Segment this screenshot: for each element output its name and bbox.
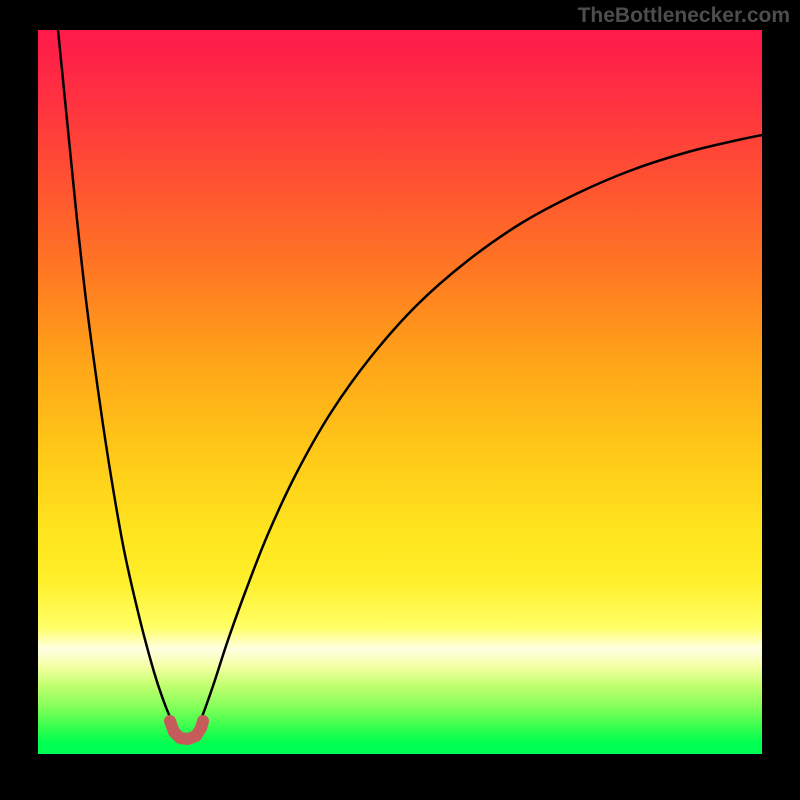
- chart-container: TheBottlenecker.com: [0, 0, 800, 800]
- bottleneck-chart: [0, 0, 800, 800]
